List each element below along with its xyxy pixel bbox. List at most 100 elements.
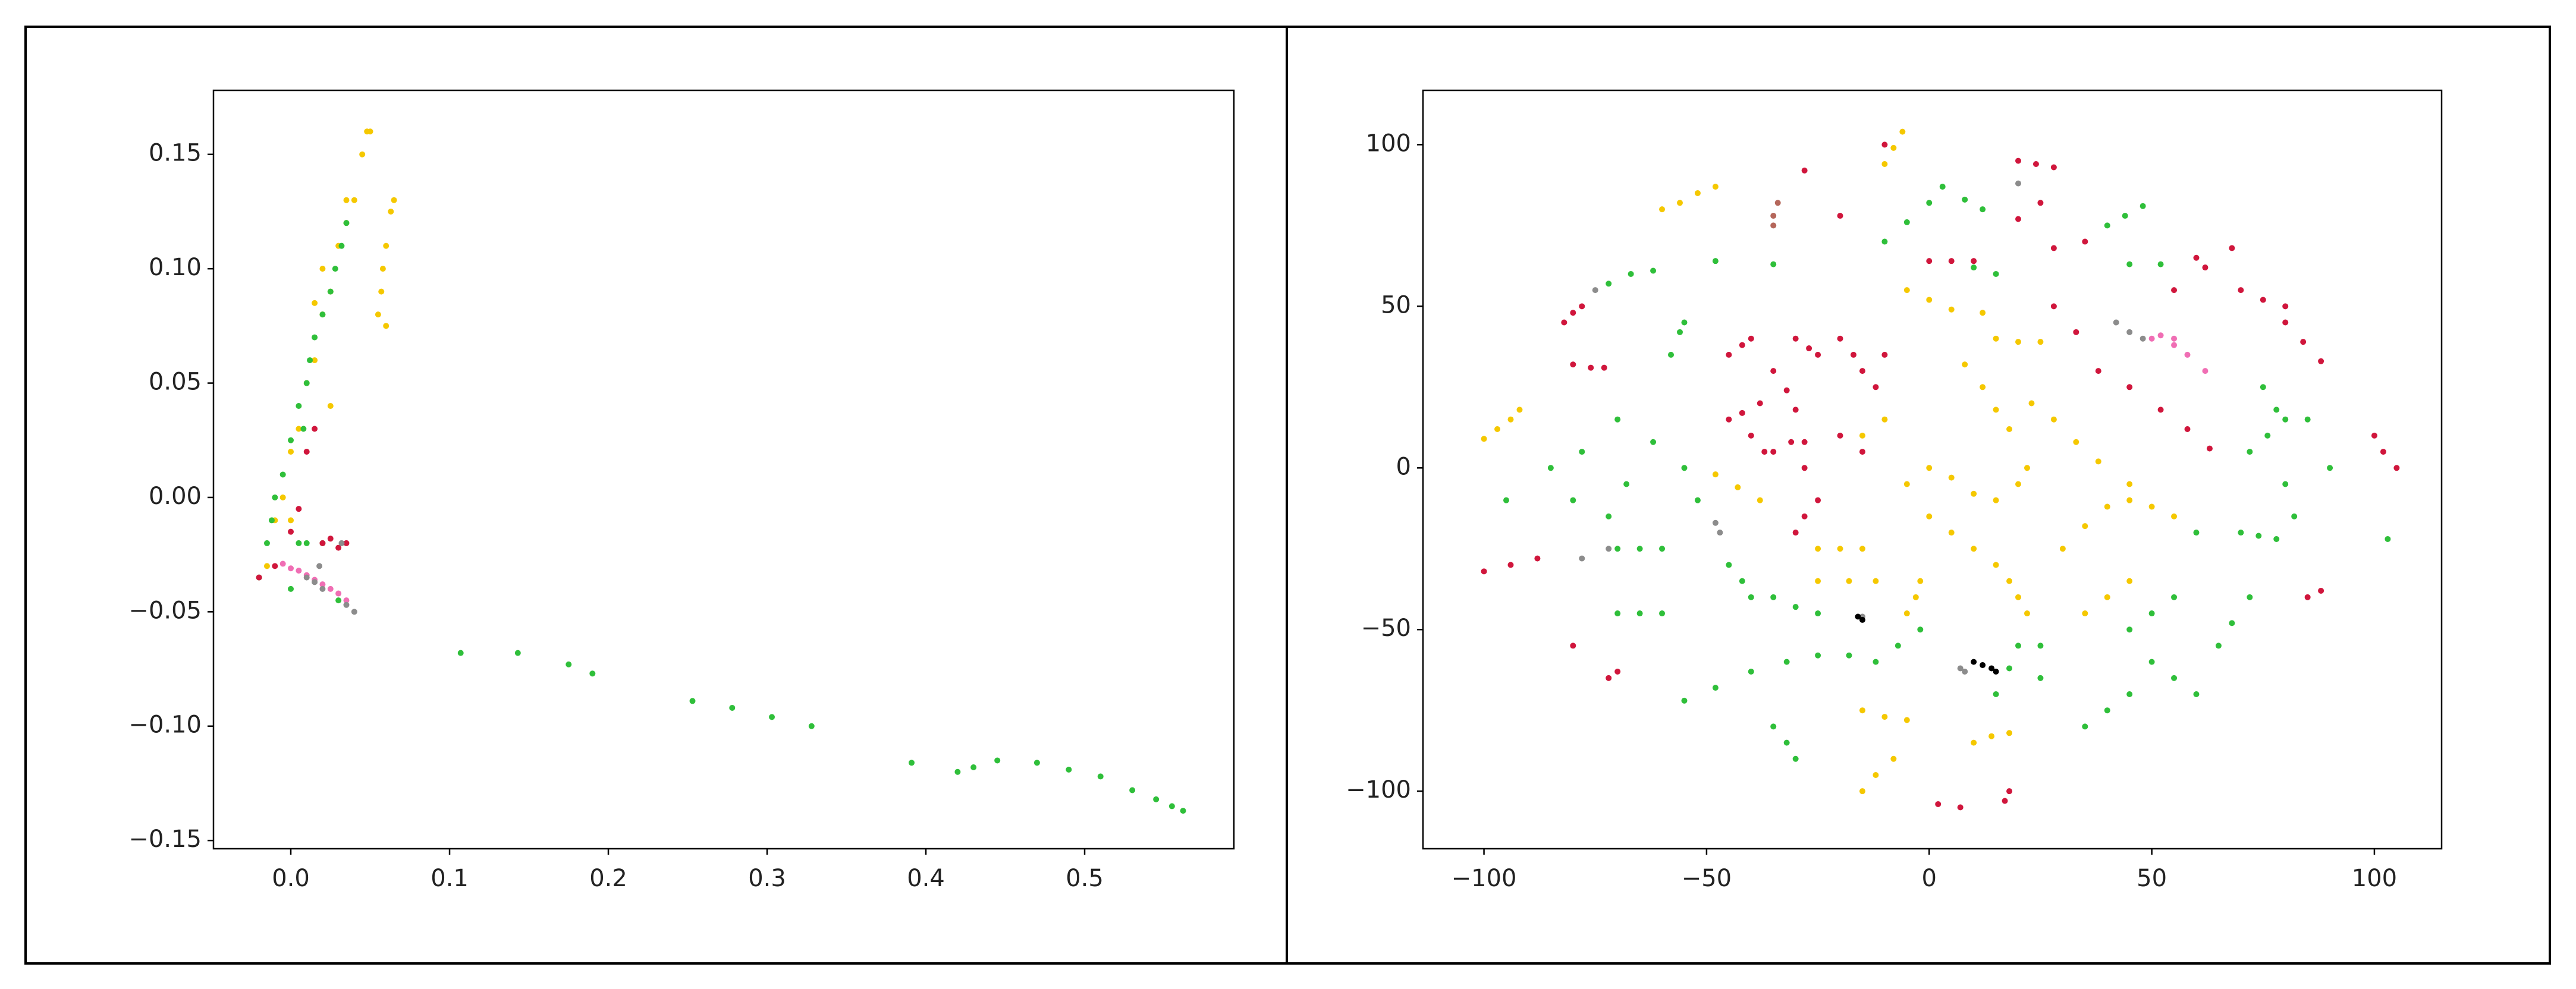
scatter-point — [351, 609, 357, 615]
scatter-point — [1561, 319, 1567, 326]
scatter-point — [2255, 533, 2262, 539]
scatter-point — [1980, 310, 1986, 316]
scatter-point — [1623, 481, 1630, 487]
scatter-point — [2229, 620, 2235, 626]
scatter-point — [1601, 364, 1607, 371]
x-tick-label: −50 — [1682, 865, 1732, 892]
scatter-point — [2126, 384, 2133, 390]
scatter-point — [1926, 465, 1933, 471]
scatter-point — [1926, 258, 1933, 264]
scatter-point — [1846, 652, 1852, 659]
scatter-point — [1837, 432, 1843, 439]
scatter-point — [319, 540, 326, 546]
scatter-point — [1881, 238, 1888, 245]
scatter-point — [1846, 578, 1852, 584]
scatter-point — [312, 334, 318, 341]
scatter-point — [1606, 675, 1612, 681]
scatter-point — [1579, 303, 1585, 310]
scatter-point — [1993, 691, 1999, 698]
scatter-point — [279, 560, 286, 567]
x-tick-label: 50 — [2137, 865, 2167, 892]
scatter-point — [2264, 432, 2271, 439]
scatter-point — [457, 650, 464, 656]
scatter-point — [808, 723, 815, 729]
scatter-point — [1801, 167, 1808, 174]
scatter-point — [1614, 668, 1621, 675]
scatter-point — [566, 661, 572, 667]
scatter-point — [312, 357, 318, 364]
scatter-point — [970, 764, 977, 771]
scatter-point — [2073, 329, 2079, 335]
scatter-point — [1980, 384, 1986, 390]
scatter-point — [1712, 685, 1719, 691]
scatter-point — [2024, 610, 2030, 617]
scatter-point — [327, 288, 334, 295]
scatter-point — [2238, 287, 2244, 294]
scatter-point — [2318, 587, 2324, 594]
scatter-point — [1712, 184, 1719, 190]
scatter-point — [2304, 594, 2311, 600]
scatter-point — [1168, 803, 1175, 810]
scatter-point — [296, 568, 302, 574]
scatter-point — [1614, 546, 1621, 552]
scatter-point — [300, 426, 307, 432]
scatter-point — [1971, 659, 1977, 665]
scatter-point — [1507, 416, 1514, 423]
scatter-point — [1570, 642, 1576, 649]
scatter-point — [1815, 351, 1821, 358]
scatter-point — [2184, 426, 2191, 433]
scatter-point — [1757, 400, 1763, 407]
scatter-point — [2104, 503, 2110, 510]
scatter-point — [1850, 351, 1856, 358]
scatter-point — [2126, 691, 2133, 698]
scatter-point — [391, 197, 397, 203]
x-tick-label: −100 — [1452, 865, 1517, 892]
axes-frame — [1422, 89, 2443, 850]
scatter-point — [2193, 530, 2200, 536]
scatter-point — [1712, 471, 1719, 478]
scatter-point — [1815, 497, 1821, 503]
scatter-point — [1971, 258, 1977, 264]
scatter-point — [1770, 213, 1777, 219]
scatter-point — [2050, 416, 2057, 423]
y-tick-label: 0.05 — [149, 368, 202, 396]
scatter-point — [1739, 578, 1745, 584]
y-tick-label: −100 — [1346, 776, 1411, 804]
scatter-point — [1712, 519, 1719, 526]
y-tick-label: −0.15 — [128, 826, 202, 853]
scatter-point — [2282, 319, 2289, 326]
scatter-point — [2282, 416, 2289, 423]
scatter-point — [296, 426, 302, 432]
scatter-point — [316, 563, 323, 569]
scatter-point — [312, 300, 318, 306]
scatter-point — [1694, 497, 1701, 503]
scatter-point — [1815, 652, 1821, 659]
scatter-point — [2024, 465, 2030, 471]
scatter-point — [343, 540, 350, 546]
scatter-point — [2015, 594, 2021, 600]
scatter-point — [2059, 546, 2066, 552]
scatter-point — [1659, 546, 1666, 552]
scatter-point — [1859, 449, 1865, 455]
scatter-point — [1659, 610, 1666, 617]
scatter-point — [1579, 555, 1585, 562]
scatter-point — [1926, 297, 1933, 303]
scatter-point — [1606, 546, 1612, 552]
scatter-point — [335, 590, 342, 597]
scatter-point — [2037, 200, 2044, 206]
scatter-point — [288, 517, 294, 524]
scatter-point — [1873, 659, 1879, 665]
scatter-point — [1815, 546, 1821, 552]
scatter-point — [1881, 351, 1888, 358]
scatter-point — [2037, 675, 2044, 681]
scatter-point — [1993, 668, 1999, 675]
scatter-point — [1971, 490, 1977, 497]
scatter-point — [312, 579, 318, 585]
scatter-point — [1859, 432, 1865, 439]
scatter-point — [2260, 384, 2266, 390]
scatter-point — [2028, 400, 2035, 407]
scatter-point — [2148, 610, 2155, 617]
scatter-point — [1659, 206, 1666, 213]
scatter-point — [1792, 755, 1799, 762]
scatter-point — [1606, 513, 1612, 519]
